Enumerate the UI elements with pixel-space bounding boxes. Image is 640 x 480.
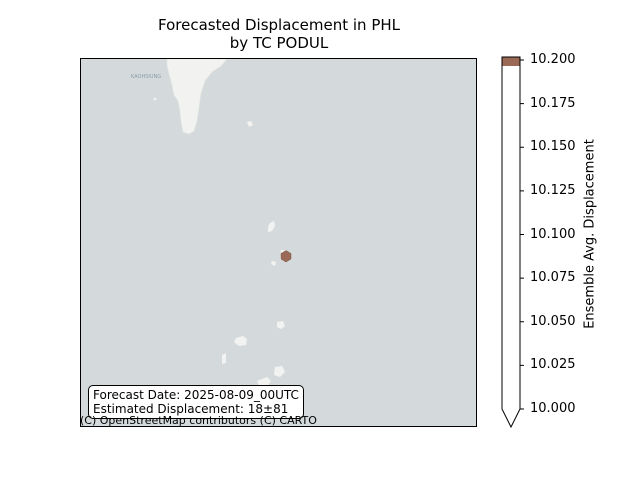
colorbar-tick-label: 10.075 — [530, 270, 576, 286]
colorbar-tick-label: 10.025 — [530, 357, 576, 373]
estimated-displacement-text: Estimated Displacement: 18±81 — [93, 402, 289, 416]
title-line-1: Forecasted Displacement in PHL — [158, 16, 400, 34]
colorbar-tick-label: 10.050 — [530, 313, 576, 329]
landmass-babuyan-claro — [234, 336, 247, 346]
forecast-info-box: Forecast Date: 2025-08-09_00UTC Estimate… — [88, 385, 304, 419]
map-panel[interactable]: KAOHSIUNG — [80, 58, 477, 427]
map-title: Forecasted Displacement in PHL by TC POD… — [80, 16, 478, 52]
colorbar-max-cell — [502, 57, 520, 66]
colorbar-tick-label: 10.150 — [530, 139, 576, 155]
place-label-kaohsiung: KAOHSIUNG — [131, 74, 161, 80]
map-attribution: (C) OpenStreetMap contributors (C) CARTO — [80, 414, 317, 427]
colorbar-tick-label: 10.125 — [530, 182, 576, 198]
forecast-date-text: Forecast Date: 2025-08-09_00UTC — [93, 388, 299, 402]
colorbar-label: Ensemble Avg. Displacement — [582, 139, 598, 329]
landmass-taiwan — [166, 59, 228, 135]
landmass-green-island — [247, 121, 253, 127]
colorbar-tick-label: 10.175 — [530, 95, 576, 111]
colorbar-tick-label: 10.100 — [530, 226, 576, 242]
colorbar-tick-label: 10.200 — [530, 52, 576, 67]
landmass-islet-liuqiu — [153, 97, 157, 101]
landmass-camiguin — [274, 366, 285, 377]
colorbar-fill — [502, 66, 520, 409]
landmass-orchid-island — [268, 221, 275, 232]
landmass-calayan — [222, 353, 226, 364]
landmass-batan — [277, 321, 285, 329]
basemap: KAOHSIUNG — [131, 59, 292, 387]
colorbar-tick-label: 10.000 — [530, 401, 576, 416]
title-line-2: by TC PODUL — [229, 34, 329, 52]
landmass-batan-small — [271, 261, 276, 266]
landmass-luzon-edge — [257, 377, 271, 387]
colorbar-outline — [501, 56, 521, 429]
colorbar-tick-marks — [520, 59, 524, 410]
colorbar — [501, 56, 524, 429]
displacement-hex-marker[interactable] — [280, 250, 292, 263]
